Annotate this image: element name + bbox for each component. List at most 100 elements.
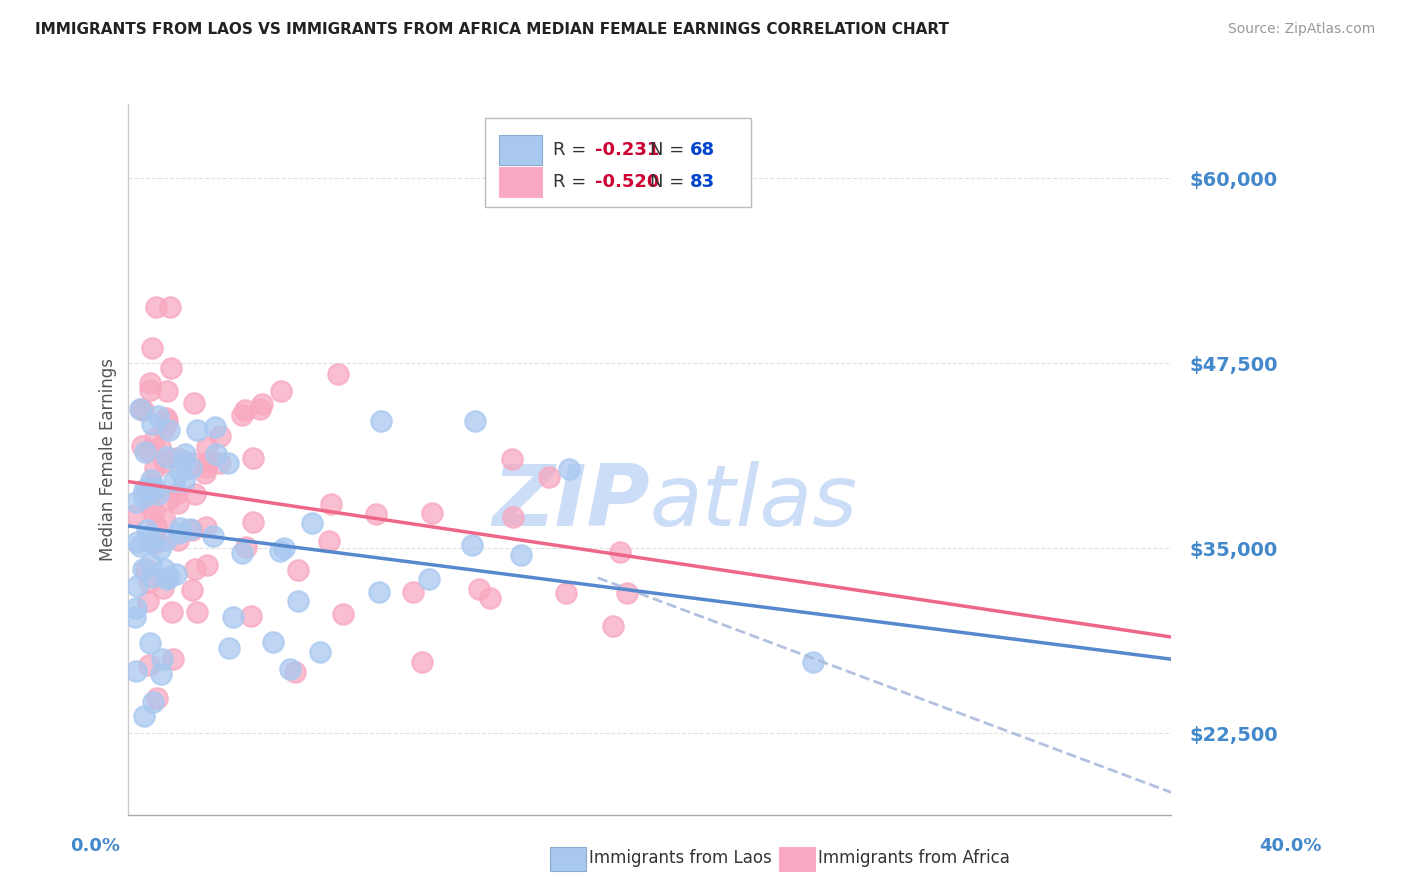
Point	[141, 477, 163, 491]
Point	[134, 445, 156, 459]
Point	[141, 341, 163, 355]
Point	[464, 414, 486, 428]
Point	[167, 496, 190, 510]
Point	[205, 447, 228, 461]
Point	[180, 583, 202, 598]
Point	[136, 444, 159, 458]
Point	[166, 486, 188, 500]
Point	[270, 384, 292, 398]
Point	[233, 403, 256, 417]
Point	[142, 505, 165, 519]
Point	[319, 497, 342, 511]
Point	[202, 529, 225, 543]
Point	[157, 491, 180, 506]
Point	[141, 473, 163, 487]
Point	[235, 540, 257, 554]
Point	[128, 401, 150, 416]
Point	[173, 474, 195, 488]
Point	[195, 558, 218, 572]
Point	[179, 522, 201, 536]
Point	[128, 539, 150, 553]
Point	[138, 575, 160, 590]
Point	[132, 708, 155, 723]
Point	[468, 582, 491, 597]
Point	[125, 579, 148, 593]
Point	[143, 461, 166, 475]
Point	[218, 640, 240, 655]
Point	[138, 482, 160, 496]
Point	[332, 607, 354, 622]
Y-axis label: Median Female Earnings: Median Female Earnings	[100, 358, 117, 561]
Point	[181, 456, 204, 470]
Point	[157, 423, 180, 437]
Point	[159, 300, 181, 314]
Point	[509, 548, 531, 562]
Point	[801, 656, 824, 670]
Point	[124, 508, 146, 522]
Point	[367, 585, 389, 599]
Point	[124, 609, 146, 624]
Point	[138, 529, 160, 543]
Text: R =: R =	[553, 173, 592, 191]
Point	[411, 655, 433, 669]
Point	[461, 538, 484, 552]
Point	[309, 645, 332, 659]
Point	[602, 619, 624, 633]
Point	[156, 572, 179, 586]
Point	[136, 594, 159, 608]
Point	[139, 376, 162, 390]
Point	[328, 368, 350, 382]
Point	[132, 562, 155, 576]
Point	[143, 483, 166, 497]
Point	[174, 447, 197, 461]
Point	[132, 402, 155, 417]
Point	[554, 586, 576, 600]
Text: atlas: atlas	[650, 460, 858, 543]
Point	[169, 464, 191, 478]
Point	[181, 523, 204, 537]
Text: 40.0%: 40.0%	[1260, 837, 1322, 855]
Point	[318, 533, 340, 548]
Point	[132, 490, 155, 504]
Point	[155, 533, 177, 547]
Point	[153, 513, 176, 527]
Point	[157, 570, 180, 584]
Text: R =: R =	[553, 141, 592, 159]
Point	[208, 429, 231, 443]
Point	[149, 667, 172, 681]
Point	[153, 455, 176, 469]
Point	[194, 466, 217, 480]
Point	[163, 474, 186, 488]
Point	[136, 481, 159, 495]
Point	[502, 509, 524, 524]
Point	[162, 652, 184, 666]
Point	[184, 562, 207, 576]
Point	[167, 533, 190, 547]
Point	[136, 523, 159, 537]
Point	[204, 420, 226, 434]
Point	[141, 695, 163, 709]
Point	[125, 494, 148, 508]
Point	[501, 451, 523, 466]
Point	[138, 657, 160, 672]
Point	[287, 563, 309, 577]
Point	[366, 507, 388, 521]
Text: 68: 68	[689, 141, 714, 159]
Point	[138, 636, 160, 650]
Point	[538, 470, 561, 484]
Point	[166, 451, 188, 466]
Point	[273, 541, 295, 556]
Point	[146, 535, 169, 549]
Point	[262, 635, 284, 649]
Point	[370, 415, 392, 429]
Text: IMMIGRANTS FROM LAOS VS IMMIGRANTS FROM AFRICA MEDIAN FEMALE EARNINGS CORRELATIO: IMMIGRANTS FROM LAOS VS IMMIGRANTS FROM …	[35, 22, 949, 37]
Point	[131, 439, 153, 453]
Point	[165, 566, 187, 581]
Point	[153, 562, 176, 576]
Point	[231, 409, 253, 423]
Point	[231, 545, 253, 559]
Point	[242, 450, 264, 465]
Point	[141, 570, 163, 584]
Point	[558, 462, 581, 476]
Point	[149, 541, 172, 556]
